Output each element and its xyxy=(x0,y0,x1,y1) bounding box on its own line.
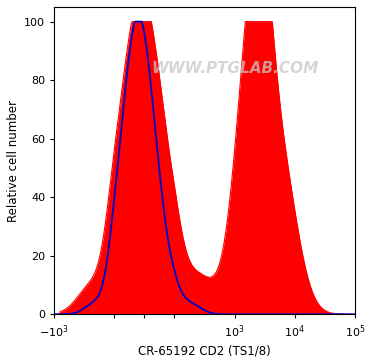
Text: WWW.PTGLAB.COM: WWW.PTGLAB.COM xyxy=(151,61,318,76)
Y-axis label: Relative cell number: Relative cell number xyxy=(7,100,20,222)
X-axis label: CR-65192 CD2 (TS1/8): CR-65192 CD2 (TS1/8) xyxy=(138,344,271,357)
